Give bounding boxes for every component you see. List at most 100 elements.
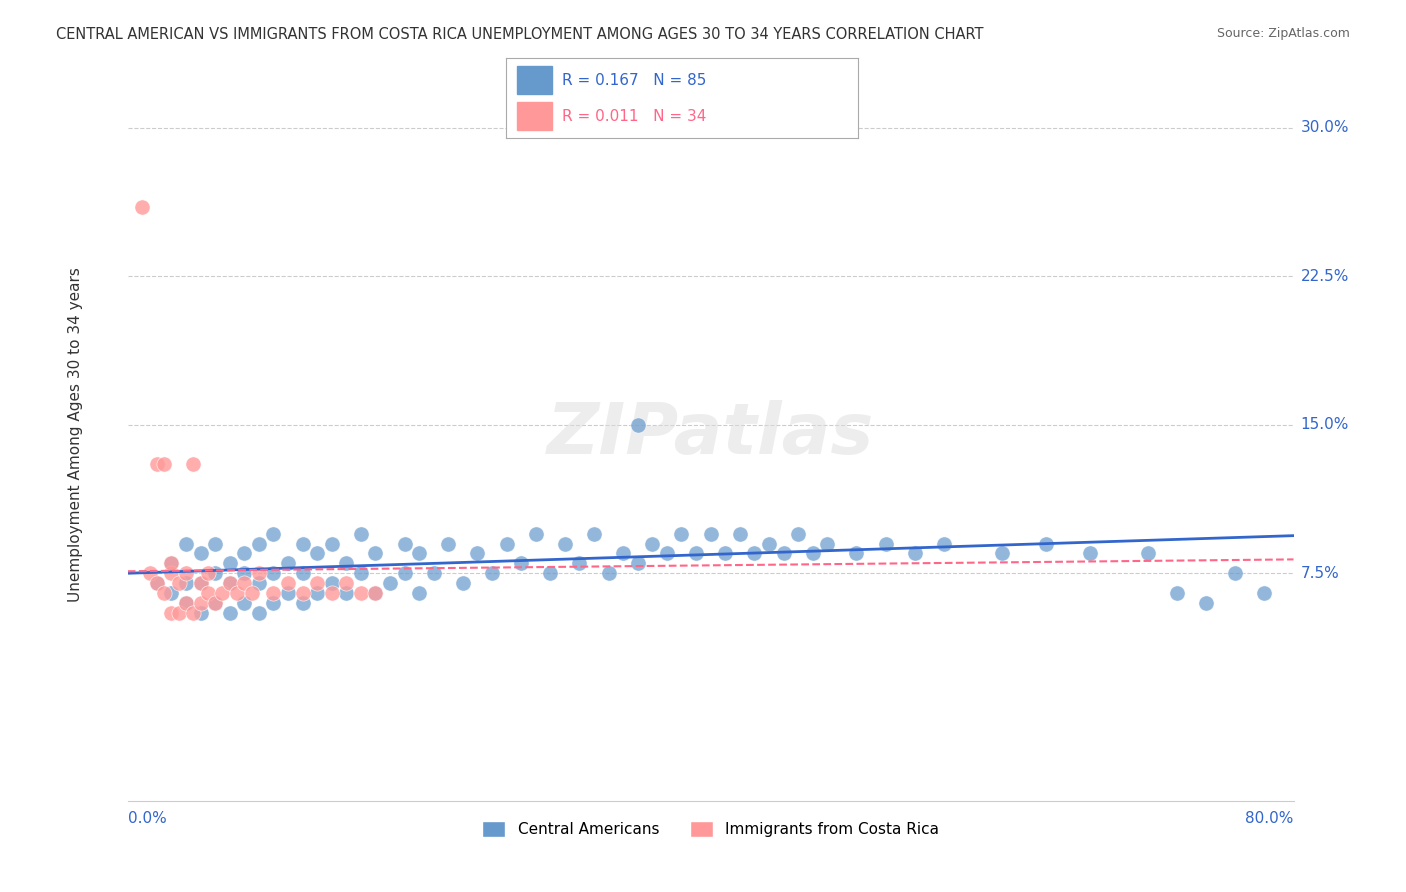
Point <box>204 596 226 610</box>
Point <box>263 586 285 600</box>
Point <box>451 576 474 591</box>
Point <box>350 566 373 581</box>
Point <box>1225 566 1247 581</box>
Point <box>218 606 240 620</box>
Point <box>904 546 927 560</box>
Bar <box>517 66 551 94</box>
Point <box>350 586 373 600</box>
Point <box>233 596 256 610</box>
Point <box>153 458 176 472</box>
Point <box>335 576 357 591</box>
Point <box>408 546 430 560</box>
Text: Source: ZipAtlas.com: Source: ZipAtlas.com <box>1216 27 1350 40</box>
Point <box>1078 546 1101 560</box>
Point <box>321 536 343 550</box>
Point <box>197 566 219 581</box>
Point <box>350 526 373 541</box>
Point <box>218 557 240 571</box>
Point <box>394 536 416 550</box>
Point <box>728 526 751 541</box>
Point <box>1136 546 1159 560</box>
Point <box>291 536 314 550</box>
Point <box>510 557 533 571</box>
Point <box>197 586 219 600</box>
Text: 15.0%: 15.0% <box>1301 417 1350 433</box>
Point <box>277 586 299 600</box>
Point <box>554 536 576 550</box>
Point <box>218 576 240 591</box>
Point <box>568 557 591 571</box>
Point <box>364 546 387 560</box>
Point <box>1253 586 1275 600</box>
Text: 0.0%: 0.0% <box>128 811 166 826</box>
Point <box>263 526 285 541</box>
Point <box>307 576 329 591</box>
Point <box>190 546 212 560</box>
Point <box>627 557 650 571</box>
Point <box>787 526 810 541</box>
Text: ZIPatlas: ZIPatlas <box>547 401 875 469</box>
Point <box>408 586 430 600</box>
Point <box>744 546 766 560</box>
Point <box>218 576 240 591</box>
Text: 22.5%: 22.5% <box>1301 268 1350 284</box>
Point <box>437 536 460 550</box>
Point <box>335 586 357 600</box>
Point <box>138 566 160 581</box>
Point <box>190 576 212 591</box>
Point <box>204 596 226 610</box>
Point <box>247 606 270 620</box>
Point <box>524 526 547 541</box>
Point <box>146 576 169 591</box>
Point <box>671 526 693 541</box>
Point <box>538 566 561 581</box>
Point <box>160 557 183 571</box>
Text: 30.0%: 30.0% <box>1301 120 1350 136</box>
Point <box>190 576 212 591</box>
Point <box>233 566 256 581</box>
Point <box>481 566 503 581</box>
Point <box>204 536 226 550</box>
Point <box>160 557 183 571</box>
Point <box>612 546 634 560</box>
Point <box>1195 596 1218 610</box>
Point <box>932 536 955 550</box>
Point <box>714 546 737 560</box>
Text: R = 0.011   N = 34: R = 0.011 N = 34 <box>562 109 707 124</box>
Point <box>153 586 176 600</box>
Point <box>291 596 314 610</box>
Point <box>991 546 1014 560</box>
Point <box>772 546 794 560</box>
Point <box>183 458 205 472</box>
Point <box>467 546 489 560</box>
Point <box>627 417 650 432</box>
Text: 7.5%: 7.5% <box>1301 566 1340 581</box>
Point <box>226 586 249 600</box>
Point <box>174 596 197 610</box>
Point <box>699 526 721 541</box>
Point <box>685 546 707 560</box>
Point <box>146 576 169 591</box>
Text: CENTRAL AMERICAN VS IMMIGRANTS FROM COSTA RICA UNEMPLOYMENT AMONG AGES 30 TO 34 : CENTRAL AMERICAN VS IMMIGRANTS FROM COST… <box>56 27 984 42</box>
Point <box>204 566 226 581</box>
Point <box>321 576 343 591</box>
Point <box>598 566 620 581</box>
Point <box>335 557 357 571</box>
Point <box>131 200 153 214</box>
Point <box>364 586 387 600</box>
Point <box>277 576 299 591</box>
Point <box>263 566 285 581</box>
Point <box>801 546 824 560</box>
Point <box>211 586 233 600</box>
Point <box>758 536 780 550</box>
Point <box>183 606 205 620</box>
Point <box>247 576 270 591</box>
Point <box>364 586 387 600</box>
Point <box>291 566 314 581</box>
Point <box>146 458 169 472</box>
Point <box>641 536 664 550</box>
Text: R = 0.167   N = 85: R = 0.167 N = 85 <box>562 73 707 88</box>
Point <box>233 546 256 560</box>
Point <box>423 566 446 581</box>
Point <box>815 536 838 550</box>
